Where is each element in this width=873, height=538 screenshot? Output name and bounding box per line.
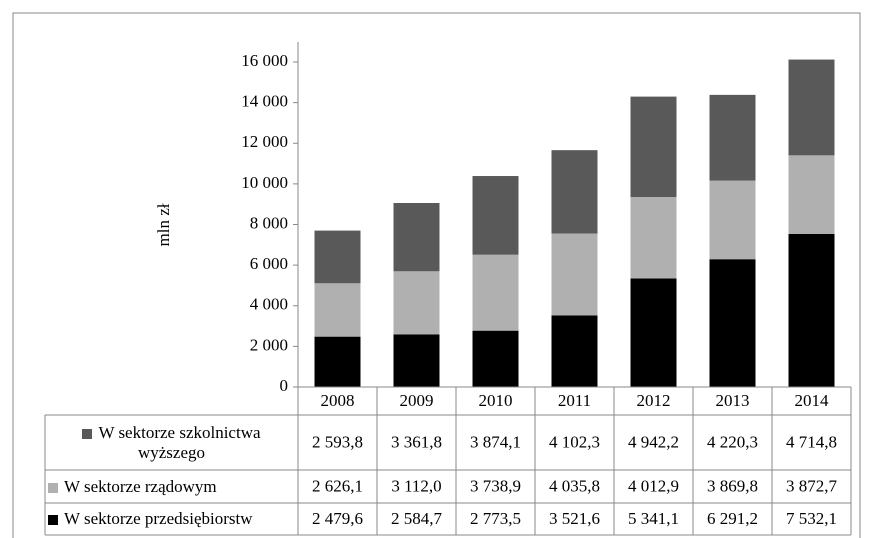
table-value: 3 869,8 [707, 476, 758, 495]
bar-segment [551, 233, 598, 316]
y-tick-label: 2 000 [250, 335, 288, 354]
table-value: 4 220,3 [707, 432, 758, 451]
chart-frame [12, 12, 861, 538]
legend-key [48, 515, 58, 526]
x-tick-label: 2014 [795, 391, 830, 410]
table-value: 3 874,1 [470, 432, 521, 451]
y-tick-label: 16 000 [241, 51, 288, 70]
x-tick-label: 2010 [479, 391, 513, 410]
bar-segment [393, 271, 440, 335]
x-tick-label: 2013 [716, 391, 750, 410]
bar-segment [709, 94, 756, 181]
bar-segment [551, 315, 598, 387]
table-value: 4 714,8 [786, 432, 837, 451]
bar-segment [630, 96, 677, 197]
bar-segment [314, 283, 361, 337]
y-tick-label: 0 [280, 376, 289, 395]
y-tick-label: 4 000 [250, 295, 288, 314]
table-value: 2 773,5 [470, 509, 521, 528]
bar-segment [472, 176, 519, 255]
bar-segment [314, 336, 361, 387]
y-tick-label: 14 000 [241, 92, 288, 111]
table-value: 5 341,1 [628, 509, 679, 528]
table-value: 4 035,8 [549, 476, 600, 495]
x-tick-label: 2008 [321, 391, 355, 410]
legend-entry: W sektorze szkolnictwa wyższego [48, 415, 295, 470]
bar-segment [788, 234, 835, 387]
bar-segment [788, 59, 835, 156]
legend-key [48, 482, 58, 493]
legend-entry: W sektorze rządowym [48, 470, 295, 503]
bar-segment [709, 259, 756, 387]
bar-segment [630, 196, 677, 279]
table-value: 2 479,6 [312, 509, 363, 528]
table-value: 7 532,1 [786, 509, 837, 528]
table-value: 4 102,3 [549, 432, 600, 451]
table-value: 3 872,7 [786, 476, 838, 495]
bar-segment [472, 254, 519, 331]
y-tick-label: 10 000 [241, 173, 288, 192]
x-tick-label: 2009 [400, 391, 434, 410]
bar-segment [788, 155, 835, 235]
table-value: 3 738,9 [470, 476, 521, 495]
bar-segment [551, 150, 598, 234]
y-tick-label: 12 000 [241, 132, 288, 151]
bar-segment [393, 202, 440, 272]
x-tick-label: 2012 [637, 391, 671, 410]
row-label-cell: W sektorze rządowym [48, 470, 295, 503]
bar-segment [709, 180, 756, 260]
y-tick-label: 8 000 [250, 213, 288, 232]
table-value: 2 626,1 [312, 476, 363, 495]
legend-label: W sektorze szkolnictwa wyższego [98, 422, 261, 462]
legend-entry: W sektorze przedsiębiorstw [48, 503, 295, 535]
table-value: 2 593,8 [312, 432, 363, 451]
table-value: 2 584,7 [391, 509, 443, 528]
legend-label: W sektorze rządowym [64, 476, 217, 496]
bar-segment [630, 278, 677, 387]
x-tick-label: 2011 [558, 391, 591, 410]
table-value: 4 012,9 [628, 476, 679, 495]
row-label-cell: W sektorze szkolnictwa wyższego [48, 415, 295, 470]
legend-label: W sektorze przedsiębiorstw [64, 509, 253, 528]
table-value: 3 521,6 [549, 509, 600, 528]
y-axis-label: mln zł [154, 203, 173, 246]
row-label-cell: W sektorze przedsiębiorstw [48, 503, 295, 535]
legend-key [82, 428, 93, 439]
bar-segment [472, 330, 519, 387]
table-value: 6 291,2 [707, 509, 758, 528]
table-value: 3 112,0 [391, 476, 441, 495]
bar-segment [393, 334, 440, 387]
table-value: 3 361,8 [391, 432, 442, 451]
table-value: 4 942,2 [628, 432, 679, 451]
y-tick-label: 6 000 [250, 254, 288, 273]
bar-segment [314, 230, 361, 284]
